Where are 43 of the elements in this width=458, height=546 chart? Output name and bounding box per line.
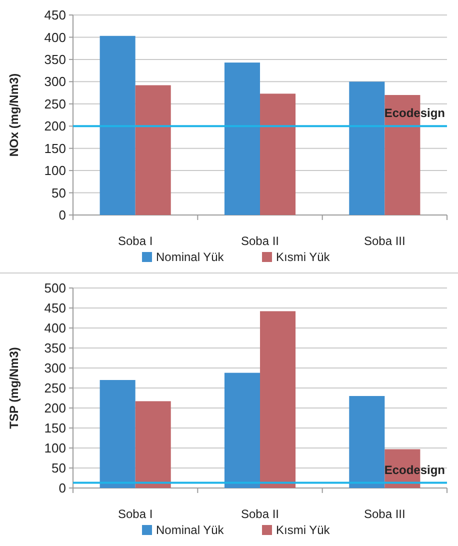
y-tick-label: 200 bbox=[44, 118, 66, 134]
y-tick-label: 250 bbox=[44, 380, 66, 396]
y-tick-label: 200 bbox=[44, 400, 66, 416]
bar bbox=[260, 94, 296, 215]
bar bbox=[260, 311, 296, 488]
y-tick-label: 50 bbox=[52, 185, 66, 200]
y-tick-label: 300 bbox=[44, 74, 66, 90]
x-tick-label: Soba III bbox=[364, 234, 406, 248]
x-tick-label: Soba II bbox=[240, 234, 280, 248]
y-tick-label: 100 bbox=[44, 163, 66, 178]
y-tick-label: 250 bbox=[44, 96, 66, 112]
y-axis-title: NOx (mg/Nm3) bbox=[7, 73, 21, 157]
bar bbox=[135, 401, 171, 488]
bar bbox=[135, 85, 171, 215]
y-tick-label: 350 bbox=[44, 52, 66, 67]
y-tick-label: 150 bbox=[44, 140, 66, 156]
y-tick-label: 500 bbox=[44, 280, 66, 296]
y-tick-label: 50 bbox=[52, 460, 66, 476]
bar bbox=[100, 36, 136, 215]
x-tick-label: Soba I bbox=[118, 234, 153, 248]
y-tick-label: 150 bbox=[44, 420, 66, 436]
legend-label: Kısmi Yük bbox=[276, 523, 331, 537]
y-tick-label: 300 bbox=[44, 360, 66, 376]
y-tick-label: 0 bbox=[58, 208, 66, 223]
y-tick-label: 400 bbox=[44, 320, 66, 336]
bar bbox=[224, 372, 260, 488]
y-tick-label: 0 bbox=[58, 480, 66, 496]
y-tick-label: 400 bbox=[44, 30, 66, 45]
y-tick-label: 450 bbox=[44, 300, 66, 316]
bar bbox=[100, 380, 136, 488]
legend-label: Nominal Yük bbox=[156, 250, 225, 264]
x-tick-label: Soba II bbox=[240, 507, 280, 521]
legend-label: Nominal Yük bbox=[156, 523, 225, 537]
y-tick-label: 100 bbox=[44, 440, 66, 456]
x-tick-label: Soba I bbox=[118, 507, 153, 521]
x-tick-label: Soba III bbox=[364, 507, 406, 521]
bar bbox=[224, 62, 260, 215]
bar bbox=[349, 82, 385, 215]
bar bbox=[349, 396, 385, 488]
y-tick-label: 350 bbox=[44, 340, 66, 356]
y-axis-title: TSP (mg/Nm3) bbox=[7, 347, 21, 429]
legend-label: Kısmi Yük bbox=[276, 250, 331, 264]
y-tick-label: 450 bbox=[44, 8, 66, 23]
